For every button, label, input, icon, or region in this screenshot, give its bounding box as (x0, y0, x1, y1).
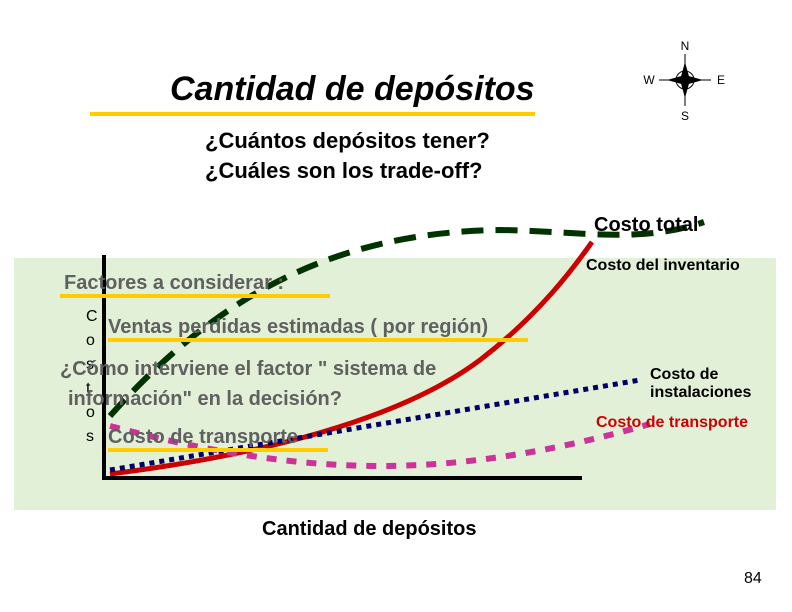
label-inventory: Costo del inventario (586, 257, 740, 275)
x-axis-label: Cantidad de depósitos (262, 518, 476, 541)
overlay-line-3a: ¿Cómo interviene el factor " sistema de (60, 358, 436, 381)
label-total: Costo total (594, 214, 698, 237)
label-install: Costo de instalaciones (650, 366, 792, 402)
overlay-line-2: Ventas perdidas estimadas ( por región) (108, 316, 488, 339)
label-transport: Costo de transporte (596, 414, 748, 432)
overlay-line-3b: información" en la decisión? (68, 388, 342, 411)
x-axis (102, 476, 582, 480)
overlay-line-4: Costo de transporte (108, 426, 298, 449)
overlay-line-1: Factores a considerar : (64, 272, 284, 295)
page-number: 84 (744, 570, 762, 588)
